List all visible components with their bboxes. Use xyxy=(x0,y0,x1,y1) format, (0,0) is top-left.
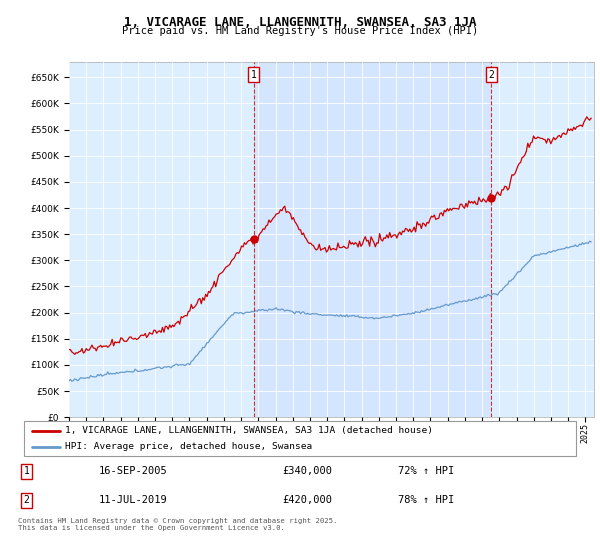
Text: £340,000: £340,000 xyxy=(283,466,333,476)
Text: HPI: Average price, detached house, Swansea: HPI: Average price, detached house, Swan… xyxy=(65,442,313,451)
Text: 2: 2 xyxy=(488,69,494,80)
Text: 1, VICARAGE LANE, LLANGENNITH, SWANSEA, SA3 1JA: 1, VICARAGE LANE, LLANGENNITH, SWANSEA, … xyxy=(124,16,476,29)
Text: 1: 1 xyxy=(23,466,29,476)
Text: 11-JUL-2019: 11-JUL-2019 xyxy=(98,496,167,505)
Text: 1: 1 xyxy=(251,69,256,80)
FancyBboxPatch shape xyxy=(24,421,576,456)
Bar xyxy=(254,62,491,417)
Text: 78% ↑ HPI: 78% ↑ HPI xyxy=(398,496,454,505)
Text: £420,000: £420,000 xyxy=(283,496,333,505)
Text: 16-SEP-2005: 16-SEP-2005 xyxy=(98,466,167,476)
Text: 2: 2 xyxy=(23,496,29,505)
Text: 72% ↑ HPI: 72% ↑ HPI xyxy=(398,466,454,476)
Text: 1, VICARAGE LANE, LLANGENNITH, SWANSEA, SA3 1JA (detached house): 1, VICARAGE LANE, LLANGENNITH, SWANSEA, … xyxy=(65,426,433,435)
Text: Price paid vs. HM Land Registry's House Price Index (HPI): Price paid vs. HM Land Registry's House … xyxy=(122,26,478,36)
Text: Contains HM Land Registry data © Crown copyright and database right 2025.
This d: Contains HM Land Registry data © Crown c… xyxy=(18,518,337,531)
